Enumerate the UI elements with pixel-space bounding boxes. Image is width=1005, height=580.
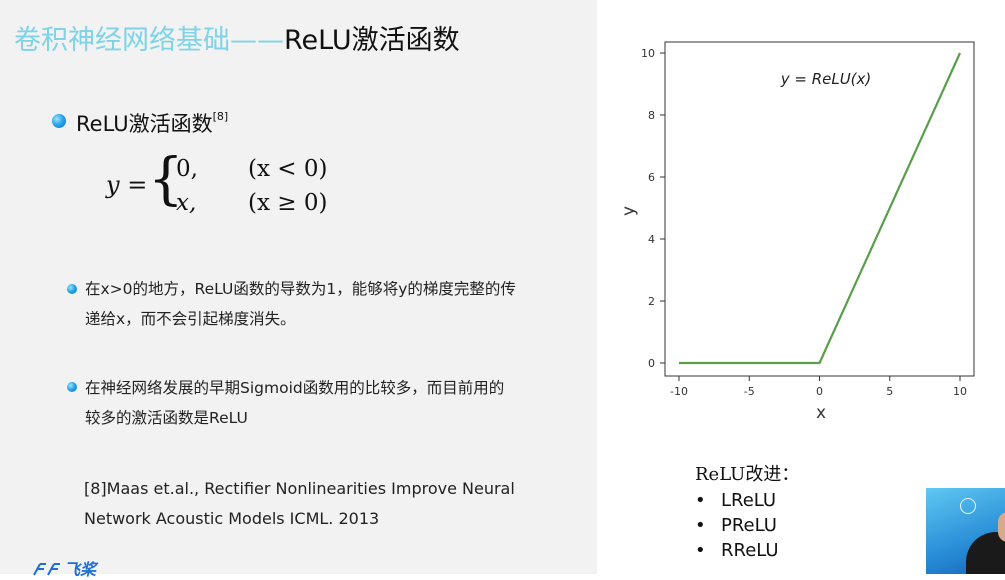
paddle-logo: 飞桨 <box>32 556 96 580</box>
formula-lhs: y = <box>106 171 148 199</box>
y-tick-label: 0 <box>648 357 655 370</box>
bullet-dot-icon: • <box>695 515 706 536</box>
x-axis-ticks: -10 -5 0 5 10 <box>670 376 967 398</box>
improvements-list: • LReLU • PReLU • RReLU <box>695 488 799 563</box>
y-axis-ticks: 0 2 4 6 8 10 <box>641 47 665 370</box>
reference-line-1: [8]Maas et.al., Rectifier Nonlinearities… <box>84 479 515 498</box>
chart-annotation: y = ReLU(x) <box>780 70 872 88</box>
paddle-logo-icon <box>33 563 60 576</box>
y-tick-label: 10 <box>641 47 655 60</box>
x-tick-label: -10 <box>670 385 688 398</box>
formula-brace: { <box>148 147 184 212</box>
plot-frame <box>664 41 975 377</box>
slide-title-part2: ReLU激活函数 <box>284 25 460 56</box>
citation-ref: [8] <box>212 110 229 123</box>
list-item: • LReLU <box>695 488 799 513</box>
y-tick-label: 4 <box>648 233 655 246</box>
formula-case1-value: 0, <box>176 156 198 182</box>
reference: [8]Maas et.al., Rectifier Nonlinearities… <box>84 474 515 534</box>
list-item: • PReLU <box>695 513 799 538</box>
x-axis-label: x <box>816 403 826 422</box>
relu-chart: -10 -5 0 5 10 0 2 4 6 8 10 y = ReLU(x) x y <box>619 41 975 422</box>
y-tick-label: 6 <box>648 171 655 184</box>
presenter-face <box>998 512 1005 542</box>
y-axis-label: y <box>619 206 639 216</box>
slide-title-part1: 卷积神经网络基础—— <box>14 25 284 56</box>
improvement-label: RReLU <box>721 540 779 561</box>
section-heading-text: ReLU激活函数 <box>76 112 213 136</box>
bullet-1-line-2: 递给x，而不会引起梯度消失。 <box>85 310 296 328</box>
x-tick-label: -5 <box>744 385 755 398</box>
presenter-silhouette <box>966 532 1005 574</box>
x-tick-label: 10 <box>953 385 967 398</box>
bullet-2-line-1: 在神经网络发展的早期Sigmoid函数用的比较多，而目前用的 <box>85 379 505 397</box>
x-tick-label: 5 <box>886 385 893 398</box>
presenter-video-thumbnail <box>926 488 1005 574</box>
section-heading: ReLU激活函数[8] <box>76 108 228 138</box>
bullet-icon <box>67 382 77 392</box>
reference-line-2: Network Acoustic Models ICML. 2013 <box>84 509 380 528</box>
bullet-paragraph-2: 在神经网络发展的早期Sigmoid函数用的比较多，而目前用的 较多的激活函数是R… <box>85 373 504 433</box>
bullet-icon <box>67 284 77 294</box>
improvements-title: ReLU改进： <box>695 464 800 485</box>
paddle-logo-text: 飞桨 <box>64 560 97 579</box>
relu-formula: y = { 0, (x < 0) x, (x ≥ 0) <box>100 150 340 230</box>
bullet-dot-icon: • <box>695 540 706 561</box>
bullet-2-line-2: 较多的激活函数是ReLU <box>85 409 248 427</box>
series-line <box>679 52 962 365</box>
slide-left-panel <box>0 0 597 574</box>
bullet-icon <box>52 114 66 128</box>
formula-case1-condition: (x < 0) <box>248 156 328 182</box>
ring-decoration-icon <box>960 498 976 514</box>
bullet-1-line-1: 在x>0的地方，ReLU函数的导数为1，能够将y的梯度完整的传 <box>85 280 516 298</box>
improvement-label: LReLU <box>721 490 777 511</box>
slide-title: 卷积神经网络基础——ReLU激活函数 <box>14 18 460 57</box>
formula-case2-value: x, <box>176 190 197 216</box>
relu-improvements: ReLU改进： • LReLU • PReLU • RReLU <box>695 460 799 563</box>
y-tick-label: 2 <box>648 295 655 308</box>
x-tick-label: 0 <box>816 385 823 398</box>
bullet-paragraph-1: 在x>0的地方，ReLU函数的导数为1，能够将y的梯度完整的传 递给x，而不会引… <box>85 274 516 334</box>
bullet-dot-icon: • <box>695 490 706 511</box>
y-tick-label: 8 <box>648 109 655 122</box>
list-item: • RReLU <box>695 538 799 563</box>
formula-case2-condition: (x ≥ 0) <box>248 190 328 216</box>
improvement-label: PReLU <box>721 515 777 536</box>
